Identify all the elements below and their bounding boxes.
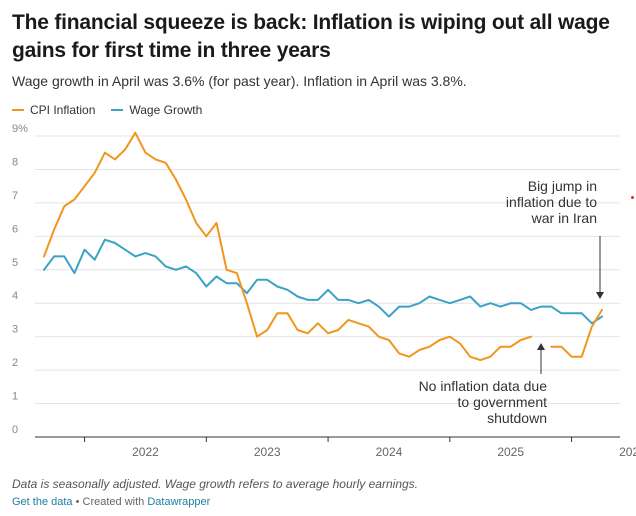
created-with-text: • Created with (72, 496, 148, 508)
y-tick-label: 2 (12, 357, 18, 369)
x-tick-label: 2025 (497, 445, 524, 459)
annotation-shutdown-arrowhead (537, 343, 545, 350)
y-tick-label: 3 (12, 324, 18, 336)
annotation-shutdown-text: No inflation data due (419, 378, 548, 394)
source-line: Get the data • Created with Datawrapper (12, 496, 210, 508)
chart-subtitle: Wage growth in April was 3.6% (for past … (12, 73, 467, 89)
datawrapper-link[interactable]: Datawrapper (147, 496, 211, 508)
x-tick-label: 2026 (619, 445, 636, 459)
footnote: Data is seasonally adjusted. Wage growth… (12, 477, 419, 491)
y-tick-label: 1 (12, 391, 18, 403)
annotation-war-text: Big jump in (528, 178, 597, 194)
line-chart: 0 1 2 3 4 5 6 7 8 9% 2022 2023 2024 2025 2026 Big jump … (12, 123, 636, 459)
page-title: The financial squeeze is back: Inflation… (12, 11, 610, 62)
get-data-link[interactable]: Get the data (12, 496, 73, 508)
y-tick-label: 9% (12, 123, 28, 135)
cpi-inflation-line (43, 131, 603, 362)
y-tick-label: 7 (12, 190, 18, 202)
annotation-war-text: war in Iran (531, 210, 597, 226)
chart-legend: CPI Inflation Wage Growth (12, 103, 218, 117)
legend-swatch-wage (111, 109, 124, 111)
legend-swatch-cpi (12, 109, 24, 111)
annotation-war-text: inflation due to (506, 194, 597, 210)
y-tick-label: 4 (12, 290, 18, 302)
y-tick-label: 0 (12, 424, 18, 436)
annotation-war-arrowhead (596, 292, 604, 299)
y-tick-label: 6 (12, 223, 18, 235)
accent-dot (631, 196, 634, 199)
x-tick-label: 2022 (132, 445, 159, 459)
annotation-shutdown-text: shutdown (487, 410, 547, 426)
legend-label-cpi: CPI Inflation (30, 103, 96, 117)
x-tick-label: 2023 (254, 445, 281, 459)
legend-item-cpi: CPI Inflation (12, 103, 95, 117)
legend-label-wage: Wage Growth (129, 103, 203, 117)
annotation-shutdown-text: to government (458, 394, 548, 410)
legend-item-wage: Wage Growth (111, 103, 202, 117)
y-tick-label: 8 (12, 156, 18, 168)
x-tick-label: 2024 (376, 445, 403, 459)
wage-growth-line (43, 238, 603, 325)
y-tick-label: 5 (12, 257, 18, 269)
